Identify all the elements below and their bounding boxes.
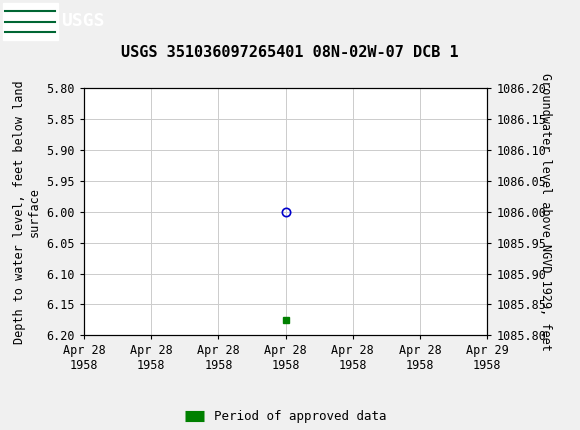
FancyBboxPatch shape [3,3,58,40]
Text: USGS: USGS [61,12,104,31]
Y-axis label: Groundwater level above NGVD 1929, feet: Groundwater level above NGVD 1929, feet [539,73,552,351]
Y-axis label: Depth to water level, feet below land
surface: Depth to water level, feet below land su… [13,80,41,344]
Text: USGS 351036097265401 08N-02W-07 DCB 1: USGS 351036097265401 08N-02W-07 DCB 1 [121,45,459,60]
Legend: Period of approved data: Period of approved data [180,405,392,428]
